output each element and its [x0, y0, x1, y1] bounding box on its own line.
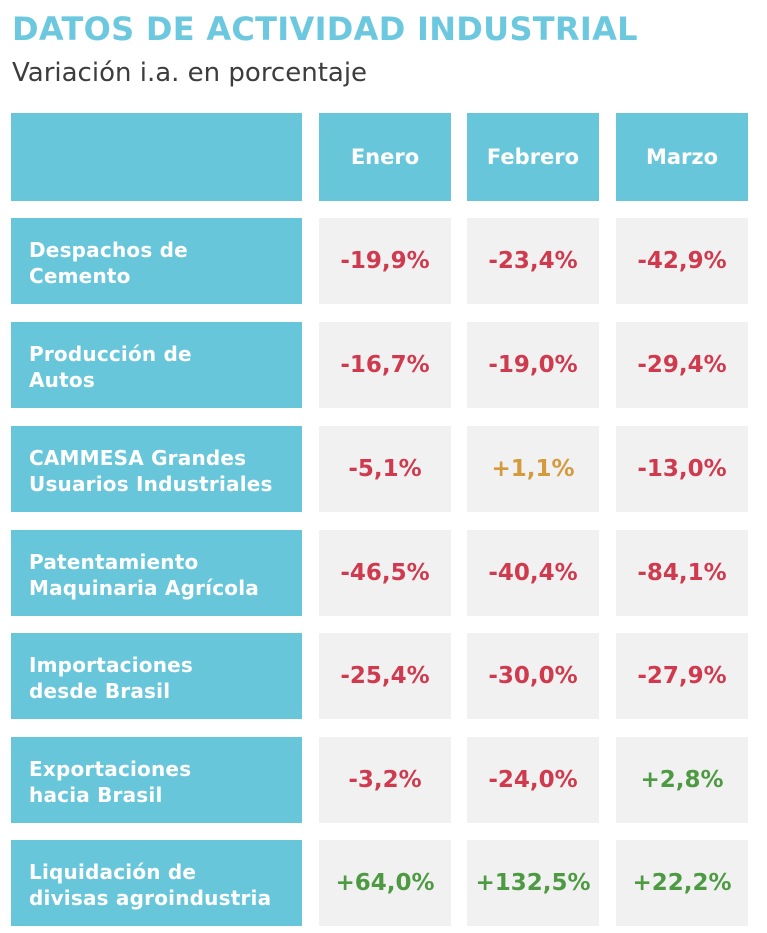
value-agro-fx-settlement-febrero: +132,5%: [467, 840, 599, 926]
row-label-text: Despachos de Cemento: [29, 237, 188, 289]
value-exports-to-brazil-marzo: +2,8%: [616, 737, 748, 823]
row-label-line: hacia Brasil: [29, 783, 163, 807]
header-corner-cell: [11, 113, 302, 201]
row-label-text: CAMMESA Grandes Usuarios Industriales: [29, 445, 273, 497]
value-imports-from-brazil-enero: -25,4%: [319, 633, 451, 719]
value-exports-to-brazil-enero: -3,2%: [319, 737, 451, 823]
row-label-line: Producción de: [29, 342, 192, 366]
value-cement-dispatch-enero: -19,9%: [319, 218, 451, 304]
value-exports-to-brazil-febrero: -24,0%: [467, 737, 599, 823]
page-subtitle: Variación i.a. en porcentaje: [12, 58, 368, 88]
row-label-line: Despachos de: [29, 238, 188, 262]
value-agro-fx-settlement-enero: +64,0%: [319, 840, 451, 926]
row-label-line: divisas agroindustria: [29, 886, 272, 910]
row-label-line: Exportaciones: [29, 757, 192, 781]
row-label-line: desde Brasil: [29, 679, 171, 703]
row-label-auto-production: Producción de Autos: [11, 322, 302, 408]
page-title: DATOS DE ACTIVIDAD INDUSTRIAL: [12, 10, 638, 48]
row-label-line: Usuarios Industriales: [29, 472, 273, 496]
value-auto-production-febrero: -19,0%: [467, 322, 599, 408]
row-label-text: Exportaciones hacia Brasil: [29, 756, 191, 808]
row-label-line: Patentamiento: [29, 550, 199, 574]
row-label-cammesa-industrial-users: CAMMESA Grandes Usuarios Industriales: [11, 426, 302, 512]
value-cammesa-industrial-users-marzo: -13,0%: [616, 426, 748, 512]
row-label-line: Importaciones: [29, 653, 194, 677]
row-label-line: Autos: [29, 368, 95, 392]
row-label-line: Liquidación de: [29, 860, 197, 884]
value-cammesa-industrial-users-enero: -5,1%: [319, 426, 451, 512]
row-label-exports-to-brazil: Exportaciones hacia Brasil: [11, 737, 302, 823]
value-imports-from-brazil-febrero: -30,0%: [467, 633, 599, 719]
row-label-cement-dispatch: Despachos de Cemento: [11, 218, 302, 304]
row-label-text: Producción de Autos: [29, 341, 192, 393]
row-label-line: CAMMESA Grandes: [29, 446, 247, 470]
value-agri-machinery-registration-enero: -46,5%: [319, 530, 451, 616]
value-cammesa-industrial-users-febrero: +1,1%: [467, 426, 599, 512]
value-agri-machinery-registration-marzo: -84,1%: [616, 530, 748, 616]
row-label-agro-fx-settlement: Liquidación de divisas agroindustria: [11, 840, 302, 926]
value-imports-from-brazil-marzo: -27,9%: [616, 633, 748, 719]
row-label-line: Maquinaria Agrícola: [29, 576, 259, 600]
row-label-text: Patentamiento Maquinaria Agrícola: [29, 549, 259, 601]
value-auto-production-marzo: -29,4%: [616, 322, 748, 408]
column-header-marzo: Marzo: [616, 113, 748, 201]
column-header-febrero: Febrero: [467, 113, 599, 201]
row-label-text: Importaciones desde Brasil: [29, 652, 193, 704]
value-cement-dispatch-marzo: -42,9%: [616, 218, 748, 304]
column-header-enero: Enero: [319, 113, 451, 201]
row-label-text: Liquidación de divisas agroindustria: [29, 859, 271, 911]
value-auto-production-enero: -16,7%: [319, 322, 451, 408]
row-label-agri-machinery-registration: Patentamiento Maquinaria Agrícola: [11, 530, 302, 616]
value-cement-dispatch-febrero: -23,4%: [467, 218, 599, 304]
row-label-imports-from-brazil: Importaciones desde Brasil: [11, 633, 302, 719]
value-agri-machinery-registration-febrero: -40,4%: [467, 530, 599, 616]
row-label-line: Cemento: [29, 264, 131, 288]
value-agro-fx-settlement-marzo: +22,2%: [616, 840, 748, 926]
